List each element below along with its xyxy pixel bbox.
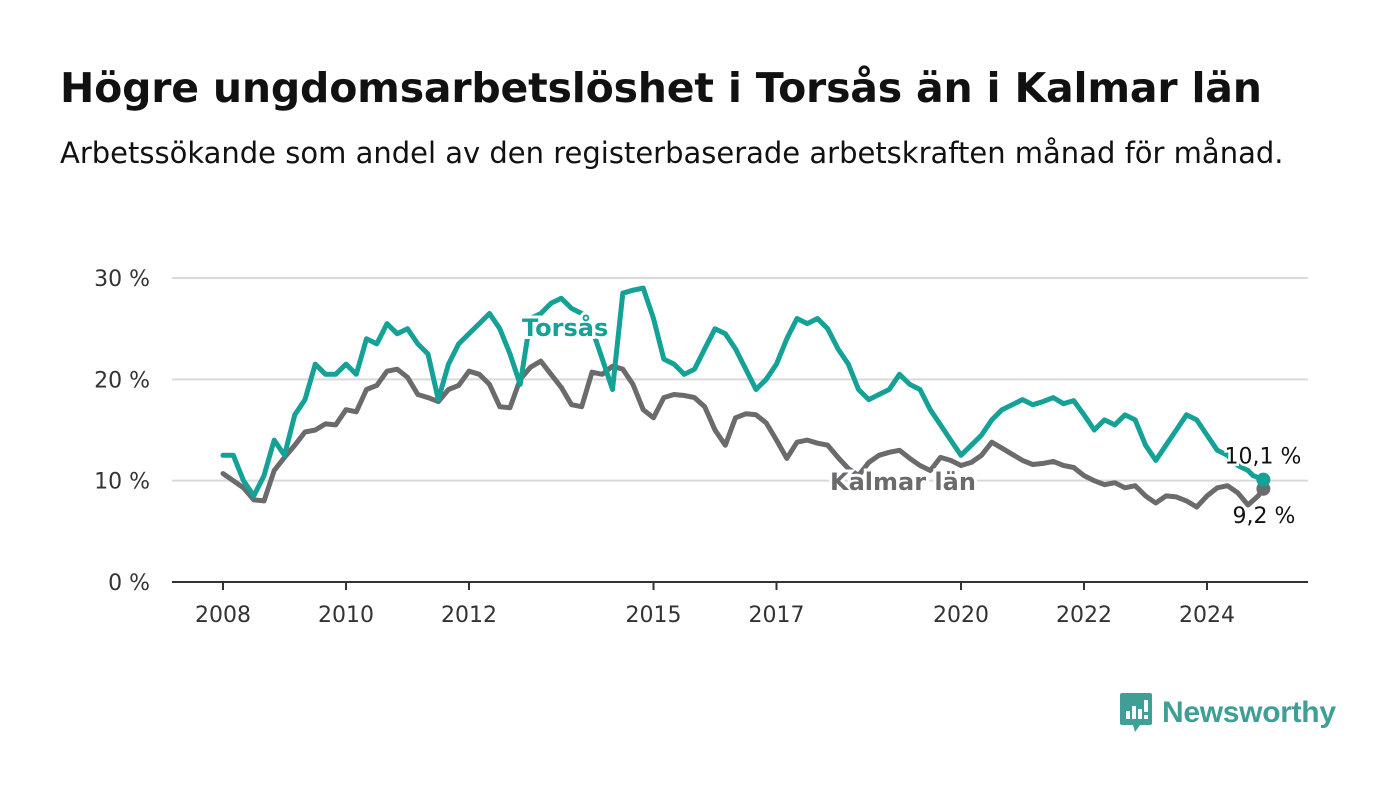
x-tick-label: 2012	[441, 603, 497, 628]
newsworthy-logo: Newsworthy	[1118, 690, 1336, 736]
series-label-kalmar-lan: Kalmar län	[830, 468, 976, 496]
series-lines	[220, 285, 1271, 510]
chart-title: Högre ungdomsarbetslöshet i Torsås än i …	[60, 64, 1262, 112]
end-value-label-kalmar-lan: 9,2 %	[1232, 504, 1295, 529]
chart-subtitle: Arbetssökande som andel av den registerb…	[60, 136, 1284, 170]
x-tick-label: 2017	[749, 603, 805, 628]
series-line-torss	[220, 285, 1266, 499]
x-tick-label: 2020	[933, 603, 989, 628]
series-line-kalmar-ln	[220, 358, 1266, 510]
series-label-torsas: Torsås	[522, 313, 608, 342]
series-labels: Torsås Kalmar län 10,1 % 9,2 %	[519, 310, 1304, 531]
end-point-marker	[1256, 472, 1271, 487]
y-tick-label: 10 %	[94, 470, 150, 495]
x-tick-label: 2015	[626, 603, 682, 628]
x-tick-label: 2008	[195, 603, 251, 628]
x-tick-label: 2022	[1056, 603, 1112, 628]
x-tick-label: 2024	[1179, 603, 1235, 628]
x-axis-ticks: 2008 2010 2012 2015 2017 2020 2022 2024	[195, 582, 1235, 628]
end-value-label-torsas: 10,1 %	[1224, 445, 1301, 470]
newsworthy-logo-text: Newsworthy	[1162, 696, 1336, 729]
x-tick-label: 2010	[318, 603, 374, 628]
y-tick-label: 0 %	[108, 571, 150, 596]
y-tick-label: 20 %	[94, 368, 150, 393]
newsworthy-logo-icon	[1120, 693, 1152, 732]
grid-lines	[172, 277, 1308, 482]
y-tick-label: 30 %	[94, 267, 150, 292]
y-axis-tick-labels: 0 % 10 % 20 % 30 %	[94, 267, 150, 596]
